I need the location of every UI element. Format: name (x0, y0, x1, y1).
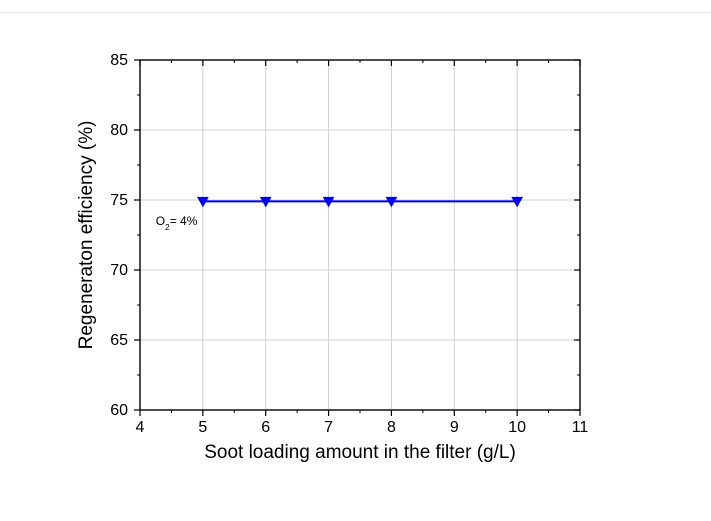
y-tick-label: 75 (110, 192, 128, 209)
x-tick-label: 8 (387, 419, 396, 436)
y-tick-label: 85 (110, 52, 128, 69)
x-tick-label: 10 (508, 419, 526, 436)
annotation-o2-4pct: O2= 4% (156, 214, 198, 232)
x-tick-label: 9 (450, 419, 459, 436)
x-tick-label: 5 (198, 419, 207, 436)
y-tick-label: 80 (110, 122, 128, 139)
y-axis-title: Regeneraton efficiency (%) (76, 121, 97, 350)
page-top-divider (0, 12, 711, 13)
x-tick-label: 6 (261, 419, 270, 436)
y-tick-label: 60 (110, 402, 128, 419)
y-tick-label: 70 (110, 262, 128, 279)
x-tick-label: 4 (136, 419, 145, 436)
chart-svg: 4 5 6 7 8 9 10 11 60 65 70 75 80 85 Soot loading amoun… (60, 40, 620, 480)
x-tick-label: 11 (572, 419, 589, 436)
regeneration-efficiency-chart: 4 5 6 7 8 9 10 11 60 65 70 75 80 85 Soot loading amoun… (60, 40, 620, 480)
x-axis-title: Soot loading amount in the filter (g/L) (204, 442, 516, 463)
x-tick-label: 7 (324, 419, 333, 436)
y-tick-label: 65 (110, 332, 128, 349)
